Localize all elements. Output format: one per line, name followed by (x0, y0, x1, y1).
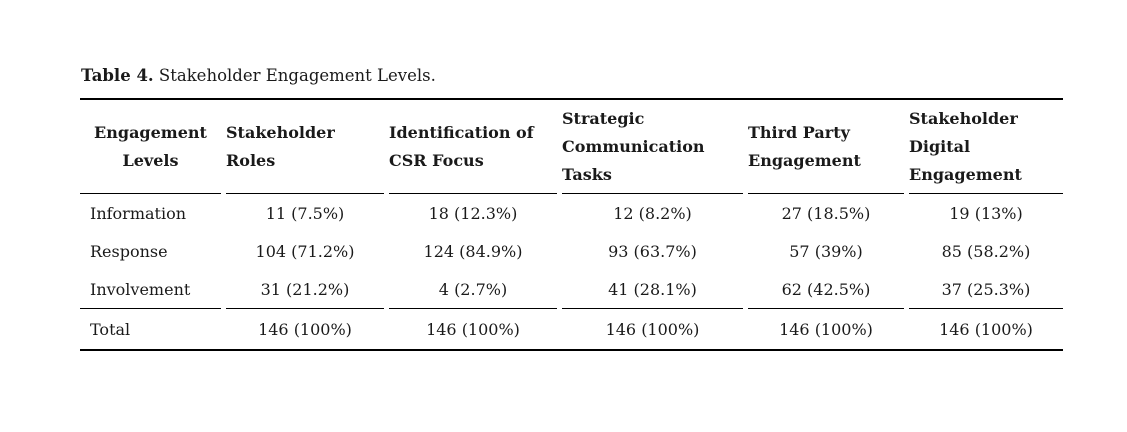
cell: 19 (13%) (949, 203, 1023, 223)
table-header: Engagement Levels Stakeholder Roles Identifi… (80, 100, 1063, 194)
cell: 37 (25.3%) (941, 279, 1031, 299)
table-row: Response 104 (71.2%) 124 (84.9%) 93 (63.7%)… (80, 232, 1063, 270)
table-row: Information 11 (7.5%) 18 (12.3%) 12 (8.2%) 2… (80, 194, 1063, 232)
row-label: Response (90, 241, 168, 261)
cell: 18 (12.3%) (428, 203, 518, 223)
cell: 146 (100%) (748, 308, 904, 349)
column-header: Engagement Levels (80, 100, 221, 194)
engagement-table: Engagement Levels Stakeholder Roles Identifi… (75, 100, 1068, 349)
cell: 31 (21.2%) (260, 279, 350, 299)
cell: 104 (71.2%) (255, 241, 355, 261)
cell: 93 (63.7%) (608, 241, 697, 261)
column-header: Stakeholder Digital Engagement (909, 100, 1063, 194)
column-header: Third Party Engagement (748, 100, 904, 194)
table-body: Information 11 (7.5%) 18 (12.3%) 12 (8.2%) 2… (80, 194, 1063, 349)
cell: 12 (8.2%) (613, 203, 692, 223)
cell: 85 (58.2%) (941, 241, 1031, 261)
cell: 146 (100%) (389, 308, 557, 349)
cell: 62 (42.5%) (781, 279, 871, 299)
column-header: Identification of CSR Focus (389, 100, 557, 194)
column-header: Stakeholder Roles (226, 100, 384, 194)
row-label: Total (80, 308, 221, 349)
cell: 41 (28.1%) (608, 279, 697, 299)
table-row: Total 146 (100%) 146 (100%) 146 (100%) 146 (… (80, 308, 1063, 349)
cell: 57 (39%) (789, 241, 863, 261)
row-label: Information (90, 203, 187, 223)
cell: 124 (84.9%) (423, 241, 523, 261)
row-label: Involvement (90, 279, 191, 299)
cell: 27 (18.5%) (781, 203, 871, 223)
table-caption-number: Table 4. (81, 66, 154, 85)
cell: 146 (100%) (562, 308, 743, 349)
cell: 4 (2.7%) (438, 279, 508, 299)
table-caption: Table 4. Stakeholder Engagement Levels. (81, 66, 436, 86)
table-header-row: Engagement Levels Stakeholder Roles Identifi… (80, 100, 1063, 194)
column-header: Strategic Communication Tasks (562, 100, 743, 194)
table-row: Involvement 31 (21.2%) 4 (2.7%) 41 (28.1%) 6… (80, 270, 1063, 308)
cell: 146 (100%) (909, 308, 1063, 349)
cell: 146 (100%) (226, 308, 384, 349)
engagement-table-container: Engagement Levels Stakeholder Roles Identifi… (80, 98, 1063, 351)
cell: 11 (7.5%) (265, 203, 345, 223)
table-caption-title: Stakeholder Engagement Levels. (153, 66, 436, 85)
